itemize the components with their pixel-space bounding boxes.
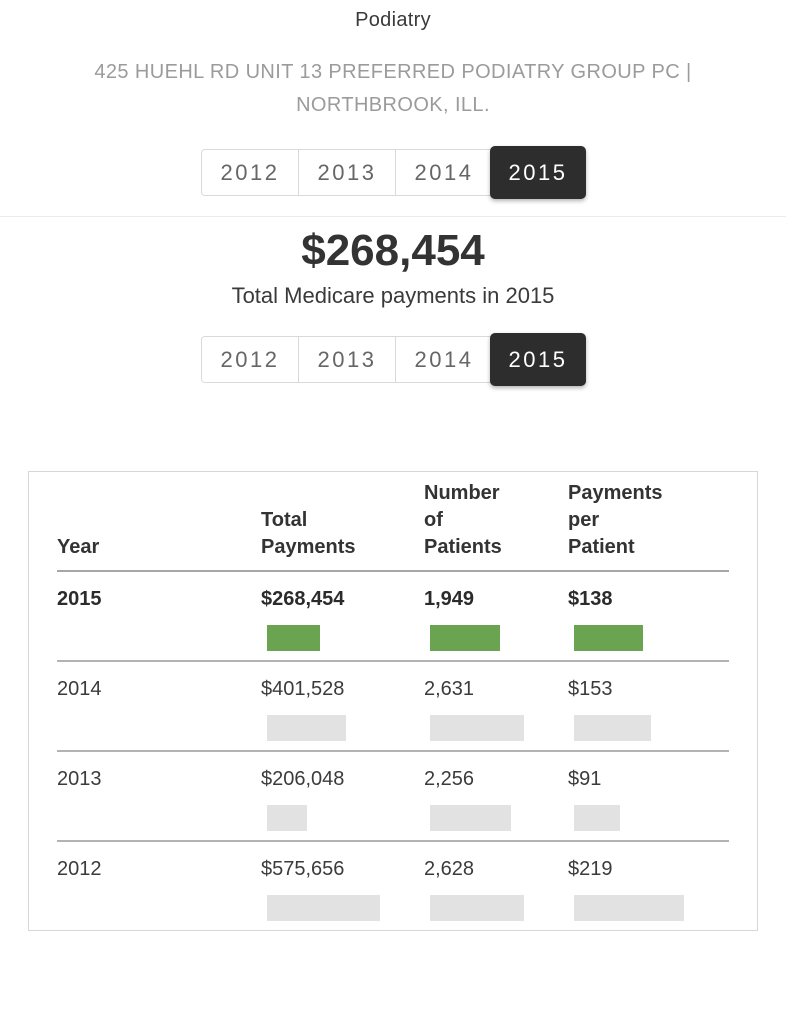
per-patient-bar [574, 895, 684, 921]
year-tab-2012[interactable]: 2012 [202, 150, 298, 195]
patients-bar [430, 625, 500, 651]
per-patient-cell: $153 [568, 678, 613, 700]
amount-caption: Total Medicare payments in 2015 [231, 283, 555, 308]
total-payments-bar [267, 625, 320, 651]
provider-address: 425 HUEHL RD UNIT 13 PREFERRED PODIATRY … [94, 61, 692, 116]
year-cell: 2012 [57, 858, 102, 880]
total-payments-bar [267, 715, 346, 741]
per-patient-cell: $219 [568, 858, 613, 880]
year-tab-2014[interactable]: 2014 [395, 150, 492, 195]
payments-table: Year Total Payments Number of Patients P… [28, 471, 758, 931]
patients-cell: 2,256 [424, 768, 475, 790]
patients-bar [430, 805, 511, 831]
patients-cell: 1,949 [424, 588, 475, 610]
col-header-number-of-patients: Number of Patients [424, 482, 502, 558]
summary-section: $268,454 Total Medicare payments in 2015… [0, 226, 786, 386]
page-header: Podiatry 425 HUEHL RD UNIT 13 PREFERRED … [0, 0, 786, 199]
total-payments-cell: $401,528 [261, 678, 345, 700]
per-patient-bar [574, 625, 643, 651]
table-row-2013: 2013 $206,048 2,256 $91 [57, 752, 729, 842]
total-payments-cell: $206,048 [261, 768, 345, 790]
total-payments-cell: $268,454 [261, 588, 345, 610]
patients-bar [430, 715, 524, 741]
year-tab-2012[interactable]: 2012 [202, 337, 298, 382]
year-cell: 2013 [57, 768, 102, 790]
table-row-2014: 2014 $401,528 2,631 $153 [57, 662, 729, 752]
total-payments-cell: $575,656 [261, 858, 345, 880]
col-header-payments-per-patient: Payments per Patient [568, 482, 663, 558]
year-tab-2015[interactable]: 2015 [490, 333, 586, 386]
table-header-row: Year Total Payments Number of Patients P… [57, 472, 729, 570]
year-tab-2014[interactable]: 2014 [395, 337, 492, 382]
total-payments-bar [267, 895, 380, 921]
table-row-2015: 2015 $268,454 1,949 $138 [57, 572, 729, 662]
total-amount: $268,454 [301, 226, 485, 275]
year-tab-2015[interactable]: 2015 [490, 146, 586, 199]
page-title: Podiatry [355, 9, 431, 31]
col-header-year: Year [57, 536, 100, 558]
year-cell: 2014 [57, 678, 102, 700]
section-divider [0, 216, 786, 217]
year-tab-2013[interactable]: 2013 [298, 337, 395, 382]
per-patient-cell: $91 [568, 768, 602, 790]
patients-cell: 2,628 [424, 858, 475, 880]
table-row-2012: 2012 $575,656 2,628 $219 [57, 842, 729, 930]
year-tab-group-top: 2012 2013 2014 2015 [201, 146, 586, 199]
patients-cell: 2,631 [424, 678, 475, 700]
table-header-rule [57, 570, 729, 572]
per-patient-cell: $138 [568, 588, 613, 610]
per-patient-bar [574, 715, 651, 741]
year-tab-2013[interactable]: 2013 [298, 150, 395, 195]
col-header-total-payments: Total Payments [261, 509, 356, 558]
total-payments-bar [267, 805, 307, 831]
per-patient-bar [574, 805, 620, 831]
year-tab-group-bottom: 2012 2013 2014 2015 [201, 333, 586, 386]
year-cell: 2015 [57, 588, 102, 610]
patients-bar [430, 895, 524, 921]
